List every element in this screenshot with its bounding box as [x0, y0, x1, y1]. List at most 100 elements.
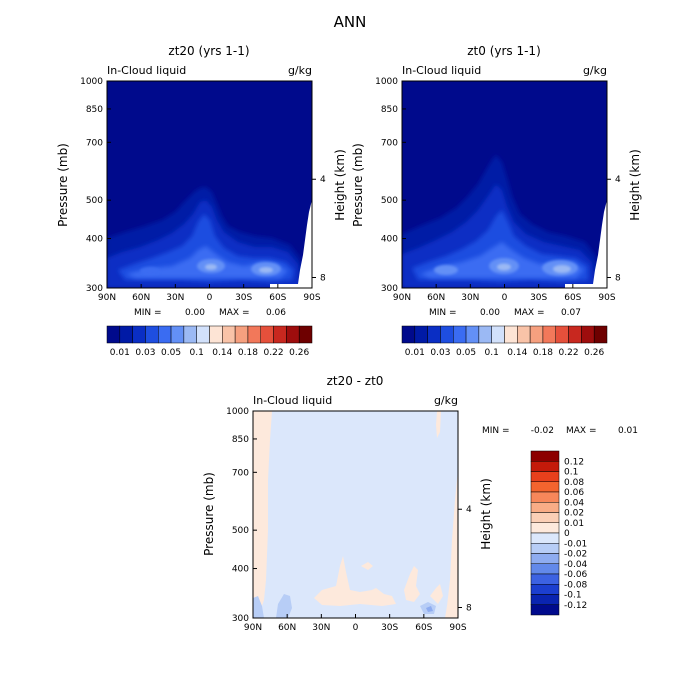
- zt20-ytick-label: 1000: [80, 77, 103, 87]
- panel-zt20-contour-field: [107, 81, 312, 288]
- panel-diff-min-value: -0.02: [531, 426, 554, 436]
- zt20-colorbar-box: [234, 325, 249, 344]
- panel-zt0-units: g/kg: [583, 64, 607, 77]
- diff-contour-011: [426, 606, 433, 612]
- panel-diff-ylabel-left: Pressure (mb): [202, 472, 216, 556]
- zt0-right-tick-label: 8: [615, 273, 621, 283]
- diff-colorbar-box: [530, 532, 560, 544]
- diff-colorbar-box: [530, 522, 560, 534]
- zt0-xtick-label: 90N: [393, 293, 411, 303]
- diff-contour-001: [253, 411, 272, 618]
- zt0-colorbar-box: [465, 325, 480, 344]
- diff-ytick-label: 300: [232, 614, 249, 624]
- zt0-contour-009: [553, 265, 571, 273]
- diff-contour-008: [253, 596, 264, 618]
- diff-xtick-label: 30S: [381, 623, 398, 633]
- diff-colorbar-label: -0.12: [564, 601, 587, 611]
- panel-zt20-min-label: MIN =: [134, 308, 162, 318]
- diff-colorbar-label: 0.12: [564, 457, 584, 467]
- diff-colorbar-label: -0.04: [564, 560, 588, 570]
- diff-colorbar-box: [530, 543, 560, 554]
- panel-zt20-title: zt20 (yrs 1-1): [168, 44, 249, 58]
- zt20-colorbar-box: [119, 325, 133, 344]
- zt20-xtick-label: 30S: [235, 293, 252, 303]
- zt20-xtick-label: 0: [207, 293, 213, 303]
- zt20-contour-008: [205, 264, 217, 270]
- diff-xtick-label: 90S: [449, 623, 466, 633]
- panel-diff-units: g/kg: [434, 394, 458, 407]
- diff-xtick-label: 60N: [278, 623, 296, 633]
- zt20-xtick-label: 60N: [132, 293, 150, 303]
- diff-xtick-label: 90N: [244, 623, 262, 633]
- panel-zt0-stats: MIN = 0.00 MAX = 0.07: [429, 308, 581, 318]
- zt20-colorbar-box: [183, 325, 197, 344]
- zt20-colorbar-box: [222, 325, 236, 344]
- panel-zt20-max-value: 0.06: [266, 308, 286, 318]
- panel-zt20-variable: In-Cloud liquid: [107, 64, 186, 77]
- zt20-xtick-label: 60S: [269, 293, 286, 303]
- panel-zt20-colorbar: 0.01 0.03 0.05 0.1 0.14 0.18 0.22 0.26: [106, 325, 313, 358]
- zt0-right-tick-label: 4: [615, 175, 621, 185]
- diff-colorbar-box: [530, 563, 560, 575]
- zt0-colorbar-box: [529, 325, 544, 344]
- zt0-ytick-label: 1000: [375, 77, 398, 87]
- zt0-colorbar-label: 0.22: [559, 348, 579, 358]
- diff-contour-009: [276, 594, 292, 618]
- zt20-colorbar-label: 0.05: [161, 348, 181, 358]
- zt0-colorbar-label: 0.18: [533, 348, 553, 358]
- diff-colorbar-label: 0.06: [564, 488, 584, 498]
- zt0-colorbar-box: [491, 325, 505, 344]
- panel-diff-min-label: MIN =: [482, 426, 510, 436]
- diff-ytick-label: 850: [232, 435, 249, 445]
- diff-ytick-label: 1000: [226, 407, 249, 417]
- panel-zt0-max-label: MAX =: [514, 308, 545, 318]
- zt0-contour-007: [434, 265, 458, 275]
- diff-colorbar-box: [530, 461, 560, 472]
- zt20-missing-region: [270, 200, 312, 288]
- diff-colorbar-label: 0.08: [564, 478, 584, 488]
- zt20-colorbar-box: [209, 325, 223, 344]
- diff-contour-003: [445, 470, 458, 618]
- diff-colorbar-label: -0.1: [564, 591, 582, 601]
- panel-diff-colorbar: 0.120.10.080.060.040.020.010-0.01-0.02-0…: [530, 450, 588, 616]
- panel-diff: zt20 - zt0 In-Cloud liquid g/kg 90N 60N 30…: [202, 374, 638, 633]
- zt0-colorbar-box: [593, 325, 608, 344]
- zt0-colorbar-box: [401, 325, 416, 344]
- zt20-colorbar-box: [286, 325, 300, 344]
- figure-title: ANN: [334, 13, 367, 31]
- zt20-colorbar-label: 0.01: [110, 348, 130, 358]
- zt0-colorbar-box: [517, 325, 531, 344]
- zt0-colorbar-box: [427, 325, 441, 344]
- diff-right-tick-label: 8: [466, 603, 472, 613]
- zt0-colorbar-box: [440, 325, 454, 344]
- panel-zt0-axes: 90N 60N 30N 0 30S 60S 90S 300 400 500 700 850 1000 8 4: [375, 77, 621, 303]
- diff-ytick-label: 400: [232, 565, 249, 575]
- zt20-colorbar-box: [170, 325, 185, 344]
- zt0-xtick-label: 60S: [564, 293, 581, 303]
- diff-colorbar-box: [530, 584, 560, 595]
- zt0-colorbar-box: [414, 325, 428, 344]
- panel-diff-title: zt20 - zt0: [327, 374, 384, 388]
- diff-colorbar-label: -0.06: [564, 570, 588, 580]
- zt0-xtick-label: 60N: [427, 293, 445, 303]
- zt0-xtick-label: 90S: [598, 293, 615, 303]
- zt0-missing-region: [565, 200, 607, 288]
- zt0-xtick-label: 0: [502, 293, 508, 303]
- panel-zt20-max-label: MAX =: [219, 308, 250, 318]
- zt0-colorbar-label: 0.14: [507, 348, 527, 358]
- diff-colorbar-box: [530, 594, 560, 605]
- zt0-colorbar-box: [581, 325, 595, 344]
- diff-colorbar-box: [530, 604, 560, 616]
- zt0-colorbar-label: 0.26: [584, 348, 604, 358]
- panel-diff-contour-field: [253, 411, 458, 618]
- zt20-xtick-label: 30N: [166, 293, 184, 303]
- zt20-colorbar-box: [273, 325, 287, 344]
- diff-colorbar-box: [530, 573, 560, 585]
- zt0-ytick-label: 700: [381, 138, 398, 148]
- panel-zt0: zt0 (yrs 1-1) In-Cloud liquid g/kg 90N 60…: [351, 44, 642, 358]
- zt0-colorbar-label: 0.03: [430, 348, 450, 358]
- diff-contour-004: [314, 556, 396, 606]
- panel-diff-ylabel-right: Height (km): [479, 478, 493, 549]
- panel-zt0-min-value: 0.00: [480, 308, 500, 318]
- zt20-ytick-label: 300: [86, 284, 103, 294]
